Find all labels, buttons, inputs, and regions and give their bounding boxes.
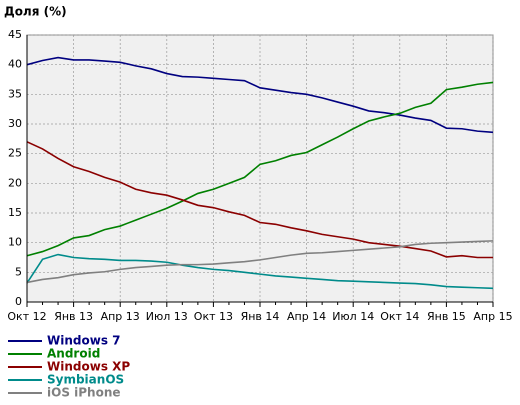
x-tick-label: Янв 14 [241, 310, 280, 323]
x-tick-label: Окт 13 [194, 310, 233, 323]
y-tick-label: 25 [8, 147, 22, 160]
series-line [26, 81, 494, 257]
x-tick-label: Окт 12 [7, 310, 46, 323]
x-tick-label: Окт 14 [380, 310, 419, 323]
legend-label: iOS iPhone [47, 386, 121, 400]
y-tick-label: 5 [15, 265, 22, 278]
y-tick-label: 20 [8, 176, 22, 189]
legend-label: SymbianOS [47, 373, 124, 387]
x-tick-label: Апр 13 [101, 310, 140, 323]
x-tick-label: Янв 15 [427, 310, 466, 323]
y-tick-label: 45 [8, 28, 22, 41]
chart-title: Доля (%) [4, 5, 67, 19]
legend-label: Windows 7 [47, 334, 120, 348]
series-line [26, 253, 494, 290]
series-line [26, 56, 494, 134]
series-line [26, 240, 494, 284]
series-line [26, 141, 493, 259]
x-tick-label: Апр 14 [287, 310, 326, 323]
x-tick-label: Янв 13 [54, 310, 93, 323]
y-tick-label: 15 [8, 206, 22, 219]
y-tick-label: 30 [8, 117, 22, 130]
legend-label: Windows XP [47, 360, 130, 374]
y-tick-label: 0 [15, 295, 22, 308]
y-tick-label: 35 [8, 87, 22, 100]
x-tick-label: Июл 14 [332, 310, 374, 323]
y-tick-label: 40 [8, 58, 22, 71]
x-tick-label: Апр 15 [473, 310, 512, 323]
legend-label: Android [47, 347, 100, 361]
x-tick-label: Июл 13 [146, 310, 188, 323]
y-tick-label: 10 [8, 236, 22, 249]
